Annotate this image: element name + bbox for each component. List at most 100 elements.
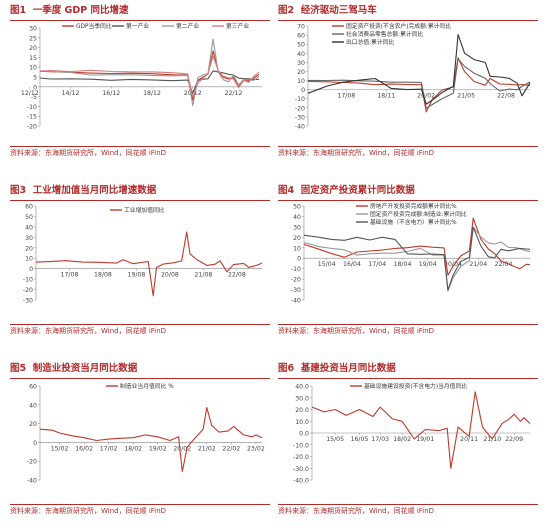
figure-title: 固定资产投资累计同比数据	[300, 185, 415, 196]
source-note: 资料来源：东海期货研究所，Wind，同花顺 iFinD	[278, 504, 538, 516]
x-tick-label: 20/11	[460, 436, 478, 443]
y-tick-label: -20	[295, 105, 305, 112]
y-tick-label: 40	[25, 224, 33, 231]
y-tick-label: -5	[31, 94, 37, 101]
figure-title: 基建投资当月同比数据	[300, 363, 396, 374]
y-tick-label: 40.0	[295, 384, 309, 391]
figure-title: 一季度 GDP 同比增速	[32, 5, 129, 16]
x-tick-label: 19/01	[416, 436, 434, 443]
y-tick-label: -40	[295, 124, 305, 131]
x-tick-label: 19/04	[419, 261, 437, 268]
y-tick-label: 15	[29, 55, 37, 62]
panel-title: 图3 工业增加值当月同比增速数据	[10, 184, 270, 201]
y-tick-label: 25	[29, 35, 37, 42]
y-tick-label: 10	[29, 65, 37, 72]
series-line-1	[303, 217, 531, 276]
legend-label: GDP当季同比	[76, 22, 112, 30]
legend-label: 第三产业	[226, 22, 249, 30]
x-tick-label: 16/02	[75, 445, 93, 452]
y-tick-label: 10.0	[295, 419, 309, 426]
x-tick-label: 20/04	[444, 261, 462, 268]
x-tick-label: 22/02	[222, 445, 240, 452]
y-tick-label: 10	[293, 245, 301, 252]
y-tick-label: 0	[297, 256, 301, 263]
x-tick-label: 19/02	[149, 445, 167, 452]
x-tick-label: 17/02	[100, 445, 118, 452]
y-tick-label: -20	[27, 124, 37, 131]
figure-number: 图1	[10, 5, 27, 16]
panel-title: 图4 固定资产投资累计同比数据	[278, 184, 538, 201]
panel-fig3: 图3 工业增加值当月同比增速数据 -30 -20 -10 0 10 20 30 40 50 60 1…	[10, 184, 270, 354]
panel-fig2: 图2 经济驱动三驾马车 -40 -30 -20 -10 0 10 20 30 40 50 60 70 1…	[278, 4, 538, 174]
x-tick-label: 18/04	[394, 261, 412, 268]
panel-title: 图1 一季度 GDP 同比增速	[10, 4, 270, 21]
y-tick-label: 50	[25, 214, 33, 221]
chart-fig5: -40 -20 0 20 40 60 15/02 16/02 17/02 18/02 19/02 20…	[27, 382, 265, 485]
legend-label: 固定资产投资完成额:制造业:累计同比	[370, 210, 467, 218]
chart-fig4: -40 -30 -20 -10 0 10 20 30 40 50 15/04 16/04 17/04 18…	[291, 202, 531, 305]
y-tick-label: -10.0	[293, 442, 309, 449]
x-tick-label: 15/02	[51, 445, 69, 452]
y-tick-label: 30	[29, 26, 37, 33]
y-tick-label: 40	[29, 402, 37, 409]
y-tick-label: -40	[27, 478, 37, 485]
chart-fig1: -20 -15 -10 -5 0 5 10 15 20 25 30 12/12 14/12 16/12 18…	[21, 22, 262, 131]
source-note: 资料来源：东海期货研究所，Wind，同花顺 iFinD	[278, 146, 538, 158]
legend-label: 固定资产投资(不含农户)完成额:累计同比	[346, 22, 451, 30]
series-line-3	[307, 33, 531, 105]
source-note: 资料来源：东海期货研究所，Wind，同花顺 iFinD	[10, 324, 270, 336]
x-tick-label: 22/09	[505, 436, 523, 443]
legend-label: 基础设施（不含电力）累计同比%	[370, 218, 457, 226]
y-tick-label: 30.0	[295, 395, 309, 402]
y-tick-label: -10	[27, 104, 37, 111]
y-tick-label: -40.0	[293, 478, 309, 485]
y-tick-label: -10	[291, 266, 301, 273]
panel-fig5: 图5 制造业投资当月同比数据 -40 -20 0 20 40 60 15/02 16/02 17…	[10, 362, 270, 532]
y-tick-label: 0.0	[299, 431, 309, 438]
chart-fig2: -40 -30 -20 -10 0 10 20 30 40 50 60 70 17/08 18/11 20/…	[295, 22, 531, 131]
x-tick-label: 20/02	[173, 445, 191, 452]
series-line-2	[39, 70, 259, 94]
y-tick-label: 40	[297, 51, 305, 58]
y-tick-label: 50	[297, 42, 305, 49]
x-tick-label: 16/04	[343, 261, 361, 268]
figure-number: 图5	[10, 363, 27, 374]
panel-fig1: 图1 一季度 GDP 同比增速 -20 -15 -10 -5 0 5 10 15 20 25 30 1…	[10, 4, 270, 174]
y-tick-label: 50	[293, 204, 301, 211]
x-tick-label: 18/12	[143, 90, 161, 97]
x-tick-label: 18/08	[94, 272, 112, 279]
figure-title: 经济驱动三驾马车	[300, 5, 377, 16]
x-tick-label: 21/10	[483, 436, 501, 443]
x-tick-label: 16/12	[102, 90, 120, 97]
panel-title: 图6 基建投资当月同比数据	[278, 362, 538, 379]
y-tick-label: -20	[291, 277, 301, 284]
y-tick-label: -20	[27, 459, 37, 466]
x-tick-label: 17/03	[371, 436, 389, 443]
legend-label: 房地产开发投资完成额累计同比%	[370, 202, 457, 210]
x-tick-label: 18/02	[393, 436, 411, 443]
x-tick-label: 21/04	[469, 261, 487, 268]
panel-title: 图5 制造业投资当月同比数据	[10, 362, 270, 379]
x-tick-label: 15/04	[318, 261, 336, 268]
x-tick-label: 17/04	[368, 261, 386, 268]
y-tick-label: 5	[33, 75, 37, 82]
y-tick-label: -40	[291, 298, 301, 305]
x-tick-label: 20/08	[161, 272, 179, 279]
y-tick-label: -15	[27, 114, 37, 121]
y-tick-label: 40	[293, 214, 301, 221]
y-tick-label: 60	[25, 204, 33, 211]
y-tick-label: 0	[301, 87, 305, 94]
y-tick-label: -30.0	[293, 466, 309, 473]
x-tick-label: 18/11	[377, 93, 395, 100]
series-line-2	[303, 226, 531, 292]
y-tick-label: 60	[29, 384, 37, 391]
y-tick-label: -10	[295, 96, 305, 103]
series-line-3	[39, 38, 260, 107]
source-note: 资料来源：东海期货研究所，Wind，同花顺 iFinD	[10, 504, 270, 516]
x-tick-label: 17/08	[61, 272, 79, 279]
x-tick-label: 22/08	[228, 272, 246, 279]
y-tick-label: 0	[33, 84, 37, 91]
source-note: 资料来源：东海期货研究所，Wind，同花顺 iFinD	[278, 324, 538, 336]
y-tick-label: -20	[23, 287, 33, 294]
chart-fig6: -40.0 -30.0 -20.0 -10.0 0.0 10.0 20.0 30.0 40.0 1…	[293, 382, 531, 485]
